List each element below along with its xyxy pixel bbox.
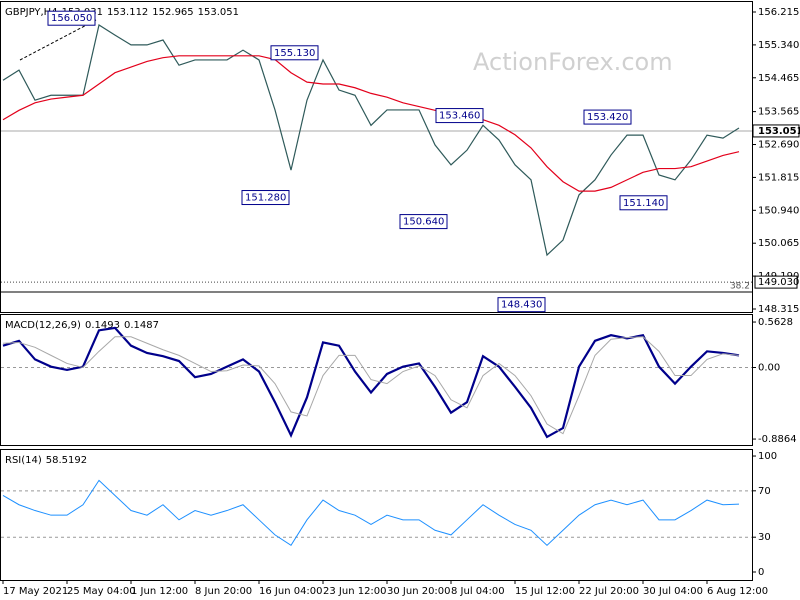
x-tick-label: 8 Jun 20:00 bbox=[195, 586, 252, 597]
x-tick-label: 25 May 04:00 bbox=[67, 586, 136, 597]
annotation-box bbox=[47, 10, 96, 26]
x-tick-label: 16 Jun 04:00 bbox=[259, 586, 323, 597]
annotation-label: 148.430 bbox=[501, 300, 542, 311]
annotation-box bbox=[435, 108, 484, 124]
annotation-box bbox=[399, 214, 448, 230]
panel-header: MACD(12,26,9) 0.1493 0.1487 bbox=[5, 320, 159, 331]
x-tick-label: 22 Jul 20:00 bbox=[579, 586, 639, 597]
x-tick-label: 30 Jul 04:00 bbox=[643, 586, 703, 597]
y-tick-label: 70 bbox=[758, 486, 771, 497]
y-tick-label: 100 bbox=[758, 451, 777, 462]
x-tick-label: 23 Jun 12:00 bbox=[323, 586, 387, 597]
x-tick-label: 1 Jun 12:00 bbox=[131, 586, 188, 597]
annotation-label: 151.280 bbox=[245, 193, 286, 204]
fib-price: 149.030 bbox=[758, 277, 799, 288]
series-line bbox=[2, 24, 740, 257]
header-value: 153.051 bbox=[198, 7, 239, 18]
annotation-box bbox=[270, 45, 319, 61]
y-tick-label: 153.565 bbox=[758, 107, 799, 118]
series-line bbox=[2, 479, 740, 547]
annotation-box bbox=[497, 297, 546, 313]
x-tick-label: 17 May 2021 bbox=[3, 586, 68, 597]
annotation-label: 155.130 bbox=[274, 48, 315, 59]
y-tick-label: 0.00 bbox=[758, 362, 780, 373]
y-tick-label: 30 bbox=[758, 532, 771, 543]
header-value: 58.5192 bbox=[46, 455, 87, 466]
trend-line bbox=[19, 19, 97, 61]
indicator-name: GBPJPY,H4 bbox=[5, 7, 58, 18]
watermark: ActionForex.com bbox=[473, 48, 673, 76]
series-line bbox=[2, 336, 740, 435]
indicator-name: MACD(12,26,9) bbox=[5, 320, 81, 331]
y-tick-label: 150.065 bbox=[758, 238, 799, 249]
y-tick-label: 148.315 bbox=[758, 304, 799, 315]
header-value: 152.965 bbox=[152, 7, 193, 18]
x-tick-label: 8 Jul 04:00 bbox=[451, 586, 505, 597]
current-price-box bbox=[752, 124, 800, 138]
header-value: 0.1487 bbox=[124, 320, 159, 331]
indicator-name: RSI(14) bbox=[5, 455, 42, 466]
annotation-label: 153.460 bbox=[439, 111, 480, 122]
header-value: 0.1493 bbox=[85, 320, 120, 331]
rsi-panel bbox=[0, 449, 753, 581]
y-tick-label: 150.940 bbox=[758, 205, 799, 216]
annotation-box bbox=[583, 109, 632, 125]
y-tick-label: 0.5628 bbox=[758, 317, 793, 328]
y-tick-label: 154.465 bbox=[758, 73, 799, 84]
x-tick-label: 30 Jun 20:00 bbox=[387, 586, 451, 597]
y-tick-label: 151.815 bbox=[758, 172, 799, 183]
current-price: 153.051 bbox=[758, 126, 800, 137]
annotation-label: 150.640 bbox=[403, 217, 444, 228]
series-line bbox=[2, 326, 740, 439]
y-tick-label: 152.690 bbox=[758, 140, 799, 151]
x-tick-label: 15 Jul 12:00 bbox=[515, 586, 575, 597]
annotation-label: 151.140 bbox=[623, 198, 664, 209]
fib-price-box bbox=[754, 275, 798, 289]
main-panel bbox=[0, 1, 753, 313]
series-line bbox=[2, 55, 740, 192]
panel-header: RSI(14) 58.5192 bbox=[5, 455, 87, 466]
annotation-label: 153.420 bbox=[587, 112, 628, 123]
y-tick-label: -0.8864 bbox=[758, 434, 797, 445]
y-tick-label: 155.340 bbox=[758, 40, 799, 51]
annotation-box bbox=[241, 190, 290, 206]
annotation-box bbox=[619, 195, 668, 211]
y-tick-label: 0 bbox=[758, 567, 764, 578]
x-tick-label: 6 Aug 12:00 bbox=[707, 586, 768, 597]
macd-panel bbox=[0, 314, 753, 446]
annotation-label: 156.050 bbox=[51, 13, 92, 24]
y-tick-label: 156.215 bbox=[758, 7, 799, 18]
fib-ratio: 38.2 bbox=[730, 282, 750, 292]
header-value: 153.112 bbox=[107, 7, 148, 18]
